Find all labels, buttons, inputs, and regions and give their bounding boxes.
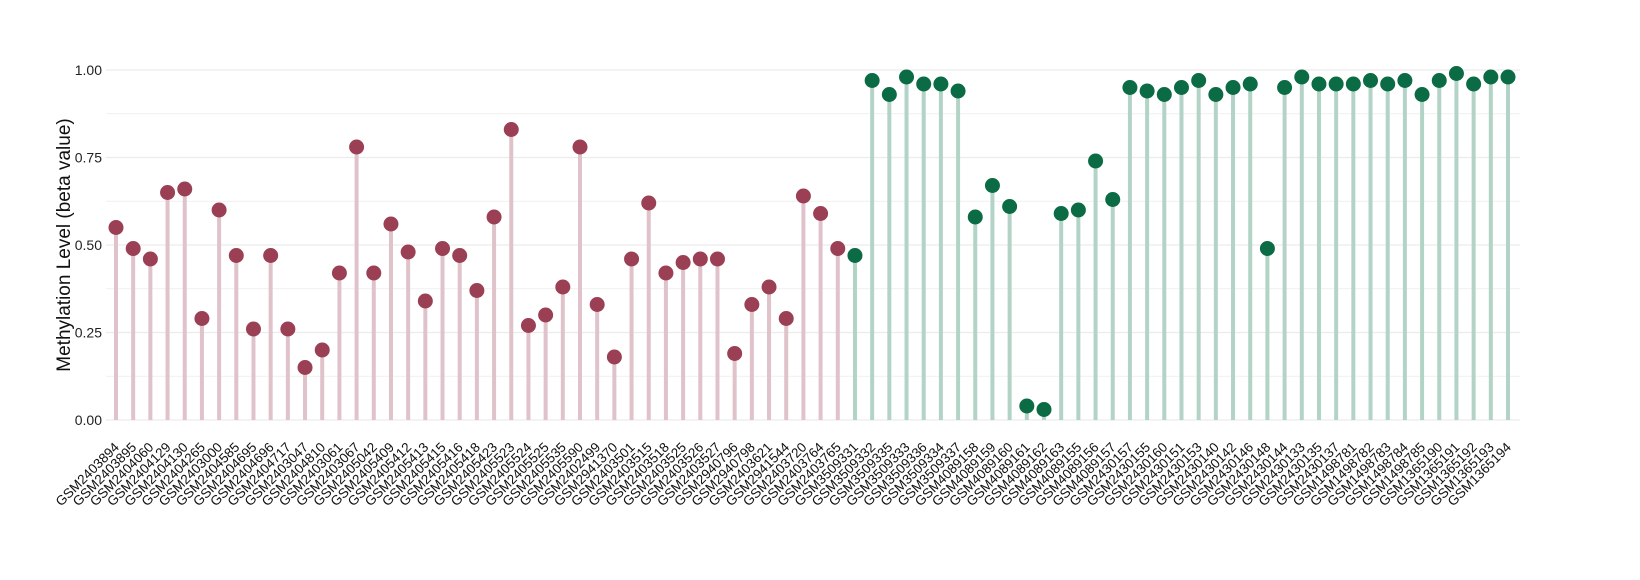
data-point xyxy=(1294,69,1310,85)
y-tick-label: 1.00 xyxy=(75,62,102,78)
data-point xyxy=(383,216,399,232)
data-point xyxy=(813,206,829,221)
data-point xyxy=(245,321,261,337)
data-point xyxy=(778,311,794,326)
data-point xyxy=(503,122,519,137)
data-point xyxy=(211,202,227,218)
data-point xyxy=(1242,76,1258,92)
data-point xyxy=(228,248,244,263)
data-point xyxy=(624,251,640,267)
data-point xyxy=(1500,69,1516,85)
data-point xyxy=(1380,76,1396,92)
data-point xyxy=(899,69,915,85)
data-point xyxy=(1053,206,1069,221)
data-point xyxy=(297,360,313,375)
data-point xyxy=(1277,80,1293,95)
grid-layer xyxy=(106,69,1520,421)
data-point xyxy=(194,311,210,326)
data-point xyxy=(1397,73,1413,88)
data-point xyxy=(1311,76,1327,92)
data-point xyxy=(108,220,124,235)
data-point xyxy=(589,297,605,312)
data-point xyxy=(349,139,365,155)
y-tick-labels: 0.00 0.25 0.50 0.75 1.00 xyxy=(75,62,102,428)
y-tick-label: 0.25 xyxy=(75,325,102,341)
point-layer xyxy=(108,66,1516,417)
data-point xyxy=(1483,69,1499,85)
data-point xyxy=(486,209,502,225)
data-point xyxy=(400,244,416,260)
data-point xyxy=(366,265,382,281)
stem-layer xyxy=(114,73,1510,420)
data-point xyxy=(1259,241,1275,256)
data-point xyxy=(1105,192,1121,207)
data-point xyxy=(692,251,708,267)
data-point xyxy=(1122,80,1138,95)
data-point xyxy=(1345,76,1361,92)
data-point xyxy=(1019,398,1035,414)
data-point xyxy=(1414,87,1430,102)
data-point xyxy=(1036,402,1052,417)
data-point xyxy=(1002,199,1018,214)
data-point xyxy=(469,283,485,298)
y-tick-label: 0.75 xyxy=(75,150,102,166)
data-point xyxy=(1328,76,1344,92)
data-point xyxy=(1139,83,1155,99)
data-point xyxy=(142,251,158,267)
data-point xyxy=(847,248,863,263)
x-tick-labels: GSM2403894GSM2403895GSM2404060GSM2404129… xyxy=(53,439,1515,509)
data-point xyxy=(520,318,536,333)
data-point xyxy=(795,188,811,204)
data-point xyxy=(314,342,330,358)
data-point xyxy=(864,73,880,88)
data-point xyxy=(177,181,193,197)
data-point xyxy=(984,178,1000,193)
data-point xyxy=(263,248,279,263)
data-point xyxy=(1173,80,1189,95)
data-point xyxy=(280,321,296,337)
data-point xyxy=(572,139,588,155)
data-point xyxy=(916,76,932,92)
data-point xyxy=(933,76,949,92)
data-point xyxy=(125,241,141,256)
data-point xyxy=(761,279,777,295)
data-point xyxy=(658,265,674,281)
data-point xyxy=(331,265,347,281)
data-point xyxy=(606,349,622,365)
data-point xyxy=(452,248,468,263)
data-point xyxy=(744,297,760,312)
y-tick-label: 0.00 xyxy=(75,412,102,428)
data-point xyxy=(967,209,983,225)
data-point xyxy=(555,279,571,295)
data-point xyxy=(1363,73,1379,88)
data-point xyxy=(950,83,966,99)
data-point xyxy=(727,346,743,361)
data-point xyxy=(435,241,451,256)
data-point xyxy=(641,195,657,211)
data-point xyxy=(1088,153,1104,169)
data-point xyxy=(1225,80,1241,95)
data-point xyxy=(1191,73,1207,88)
data-point xyxy=(1466,76,1482,92)
data-point xyxy=(538,307,554,323)
y-axis-title: Methylation Level (beta value) xyxy=(54,118,75,371)
data-point xyxy=(1070,202,1086,218)
data-point xyxy=(1208,87,1224,102)
data-point xyxy=(830,241,846,256)
data-point xyxy=(675,255,691,270)
y-tick-label: 0.50 xyxy=(75,237,102,253)
data-point xyxy=(1156,87,1172,102)
data-point xyxy=(417,293,433,309)
data-point xyxy=(881,87,897,102)
data-point xyxy=(160,185,176,200)
data-point xyxy=(1448,66,1464,81)
data-point xyxy=(1431,73,1447,88)
data-point xyxy=(709,251,725,267)
